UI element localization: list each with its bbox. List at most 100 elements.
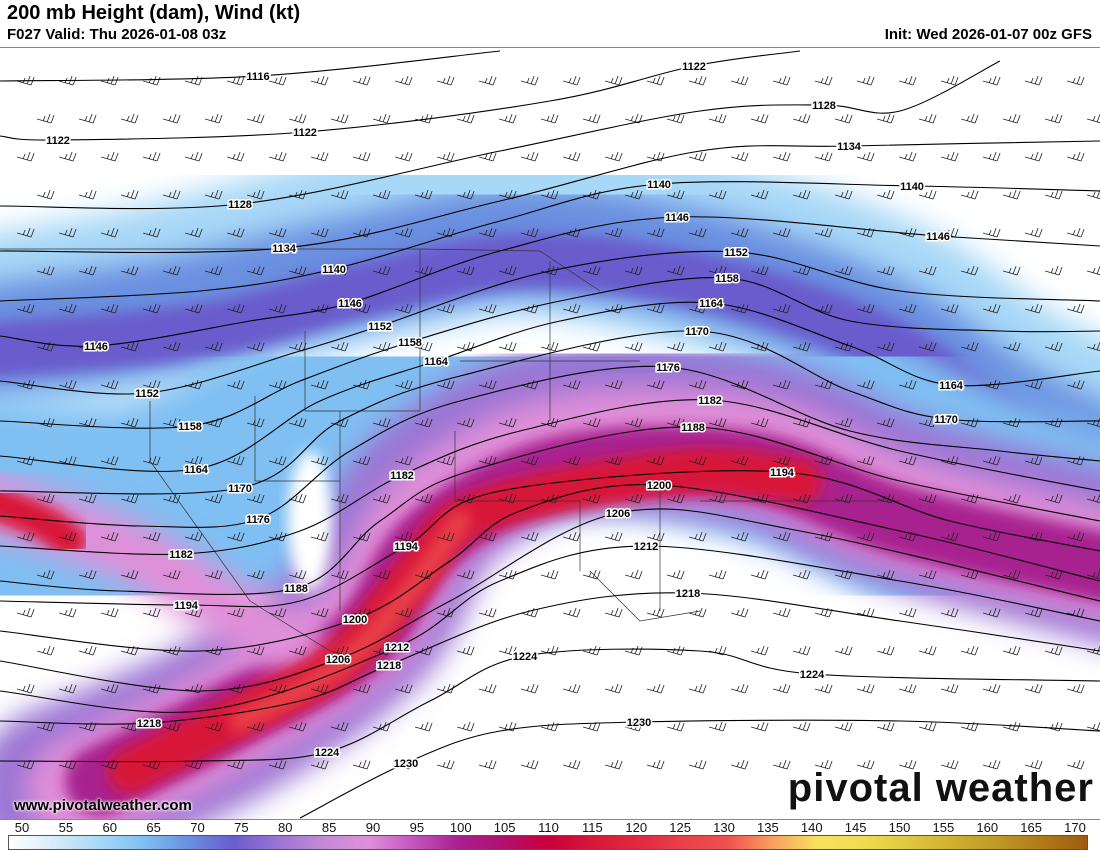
contour-1170 <box>0 330 1100 495</box>
contour-1188 <box>0 426 1100 595</box>
wind-barb <box>120 721 139 732</box>
wind-barb <box>268 227 287 238</box>
wind-barb <box>730 607 749 618</box>
wind-barb <box>582 645 601 656</box>
contour-label: 1188 <box>284 583 308 595</box>
wind-barb <box>666 417 685 428</box>
wind-barb <box>268 75 287 86</box>
wind-barb <box>876 569 895 580</box>
wind-barb <box>226 75 245 86</box>
wind-barb <box>456 341 475 352</box>
wind-barb <box>58 531 77 542</box>
wind-barb <box>666 265 685 276</box>
contour-label: 1146 <box>338 298 362 310</box>
wind-barb <box>960 645 979 656</box>
wind-barb <box>540 417 559 428</box>
wind-barb <box>646 151 665 162</box>
wind-barb <box>184 531 203 542</box>
wind-barb <box>750 645 769 656</box>
wind-barb <box>478 151 497 162</box>
wind-barb <box>666 189 685 200</box>
wind-barb <box>562 227 581 238</box>
wind-barb <box>498 417 517 428</box>
wind-barb <box>918 189 937 200</box>
wind-barb <box>142 303 161 314</box>
colorbar-tick-label: 130 <box>713 820 735 835</box>
wind-barb <box>582 341 601 352</box>
wind-barb <box>960 341 979 352</box>
contour-label: 1230 <box>627 717 651 729</box>
wind-barb <box>1066 75 1085 86</box>
wind-barb <box>856 531 875 542</box>
wind-barb <box>184 303 203 314</box>
contour-label: 1200 <box>647 480 671 492</box>
contour-1158 <box>0 277 1100 429</box>
wind-barb <box>834 341 853 352</box>
wind-barb <box>100 75 119 86</box>
wind-barb <box>330 721 349 732</box>
wind-barb <box>36 341 55 352</box>
wind-barb <box>708 721 727 732</box>
wind-barb <box>834 417 853 428</box>
website-url[interactable]: www.pivotalweather.com <box>14 797 192 814</box>
wind-barb <box>792 569 811 580</box>
wind-barb <box>1002 189 1021 200</box>
map-title: 200 mb Height (dam), Wind (kt) <box>7 2 301 24</box>
wind-barb <box>772 531 791 542</box>
wind-barb <box>226 531 245 542</box>
wind-barb <box>78 189 97 200</box>
wind-barb <box>540 341 559 352</box>
wind-barb <box>456 417 475 428</box>
wind-barb <box>918 113 937 124</box>
wind-barb <box>520 531 539 542</box>
wind-barb <box>36 417 55 428</box>
wind-barb <box>730 151 749 162</box>
colorbar-tick-label: 90 <box>365 820 381 835</box>
wind-barb <box>898 455 917 466</box>
wind-barb <box>436 607 455 618</box>
wind-barb <box>940 683 959 694</box>
wind-barb <box>100 759 119 770</box>
wind-barb <box>478 455 497 466</box>
wind-barb <box>708 341 727 352</box>
wind-barb <box>1024 455 1043 466</box>
wind-barb <box>982 759 1001 770</box>
wind-barb <box>78 341 97 352</box>
wind-barb <box>898 303 917 314</box>
wind-barb <box>394 303 413 314</box>
wind-barb <box>1044 265 1063 276</box>
wind-barb <box>58 75 77 86</box>
wind-barb <box>982 531 1001 542</box>
wind-barb <box>562 455 581 466</box>
wind-barb <box>1066 759 1085 770</box>
wind-barb <box>960 113 979 124</box>
wind-barb <box>834 645 853 656</box>
colorbar-tick-label: 135 <box>757 820 779 835</box>
wind-barb <box>792 341 811 352</box>
wind-barb <box>372 493 391 504</box>
wind-barb <box>562 759 581 770</box>
wind-barb <box>604 683 623 694</box>
wind-barb <box>268 303 287 314</box>
wind-barb <box>142 607 161 618</box>
wind-barb <box>1086 189 1100 200</box>
wind-barb <box>226 759 245 770</box>
wind-barb <box>394 683 413 694</box>
wind-barb <box>898 379 917 390</box>
wind-barb <box>16 759 35 770</box>
contour-1230 <box>299 719 1100 819</box>
colorbar-tick-label: 170 <box>1064 820 1086 835</box>
wind-barb <box>730 455 749 466</box>
wind-barb <box>1086 341 1100 352</box>
wind-barb <box>750 417 769 428</box>
wind-barb <box>330 265 349 276</box>
wind-barb <box>310 151 329 162</box>
contour-label: 1128 <box>228 199 252 211</box>
wind-barb <box>204 341 223 352</box>
wind-barb <box>624 113 643 124</box>
wind-barb <box>520 227 539 238</box>
wind-barb <box>688 379 707 390</box>
wind-barb <box>856 75 875 86</box>
wind-barb <box>1002 417 1021 428</box>
wind-barb <box>940 759 959 770</box>
